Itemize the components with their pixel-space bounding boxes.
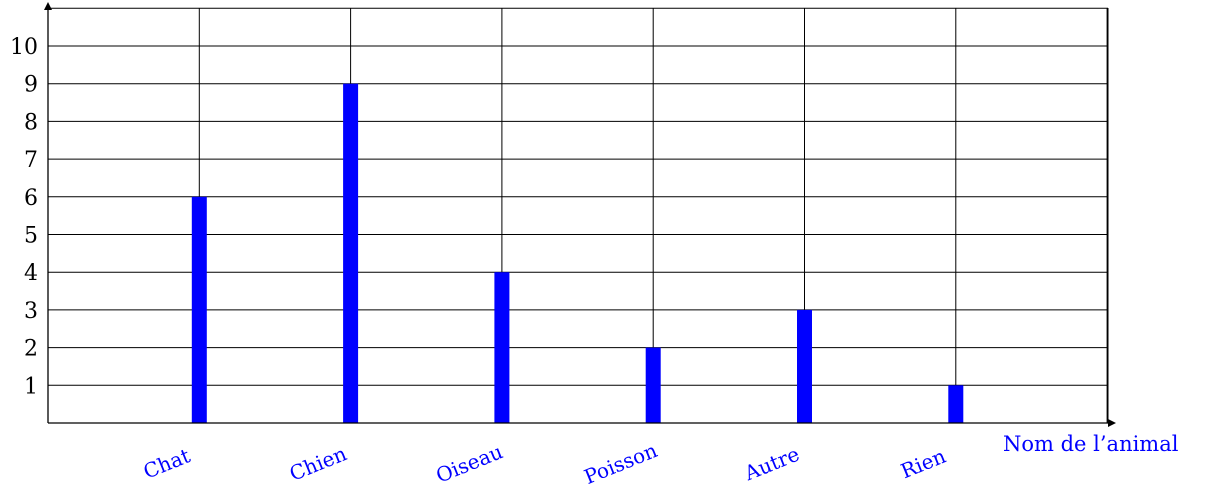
y-tick-label: 1	[24, 374, 38, 399]
x-category-label: Chien	[286, 441, 350, 486]
bar-chat	[192, 197, 207, 423]
x-axis-title: Nom de l’animal	[1003, 432, 1179, 456]
bar-poisson	[646, 348, 661, 423]
y-tick-label: 5	[24, 224, 38, 249]
y-tick-label: 6	[24, 186, 38, 211]
x-category-label: Oiseau	[432, 439, 506, 487]
y-tick-label: 4	[24, 261, 38, 286]
y-tick-label: 2	[24, 337, 38, 362]
bar-chien	[343, 84, 358, 423]
y-tick-label: 10	[10, 35, 38, 60]
x-category-label: Autre	[740, 442, 803, 486]
x-category-label: Rien	[897, 444, 949, 484]
bar-rien	[948, 385, 963, 423]
x-category-labels: Chat Chien Oiseau Poisson Autre Rien	[140, 438, 949, 489]
y-tick-label: 8	[24, 110, 38, 135]
y-tick-label: 7	[24, 148, 38, 173]
bars	[192, 84, 964, 423]
bar-autre	[797, 310, 812, 423]
y-tick-label: 9	[24, 73, 38, 98]
x-category-label: Chat	[140, 443, 194, 483]
y-tick-labels: 1 2 3 4 5 6 7 8 9 10	[10, 35, 38, 399]
y-axis-arrow-icon	[44, 2, 52, 10]
x-axis-arrow-icon	[1108, 419, 1116, 427]
y-tick-label: 3	[24, 299, 38, 324]
x-category-label: Poisson	[581, 438, 661, 489]
grid	[48, 8, 1108, 423]
bar-oiseau	[494, 272, 509, 423]
